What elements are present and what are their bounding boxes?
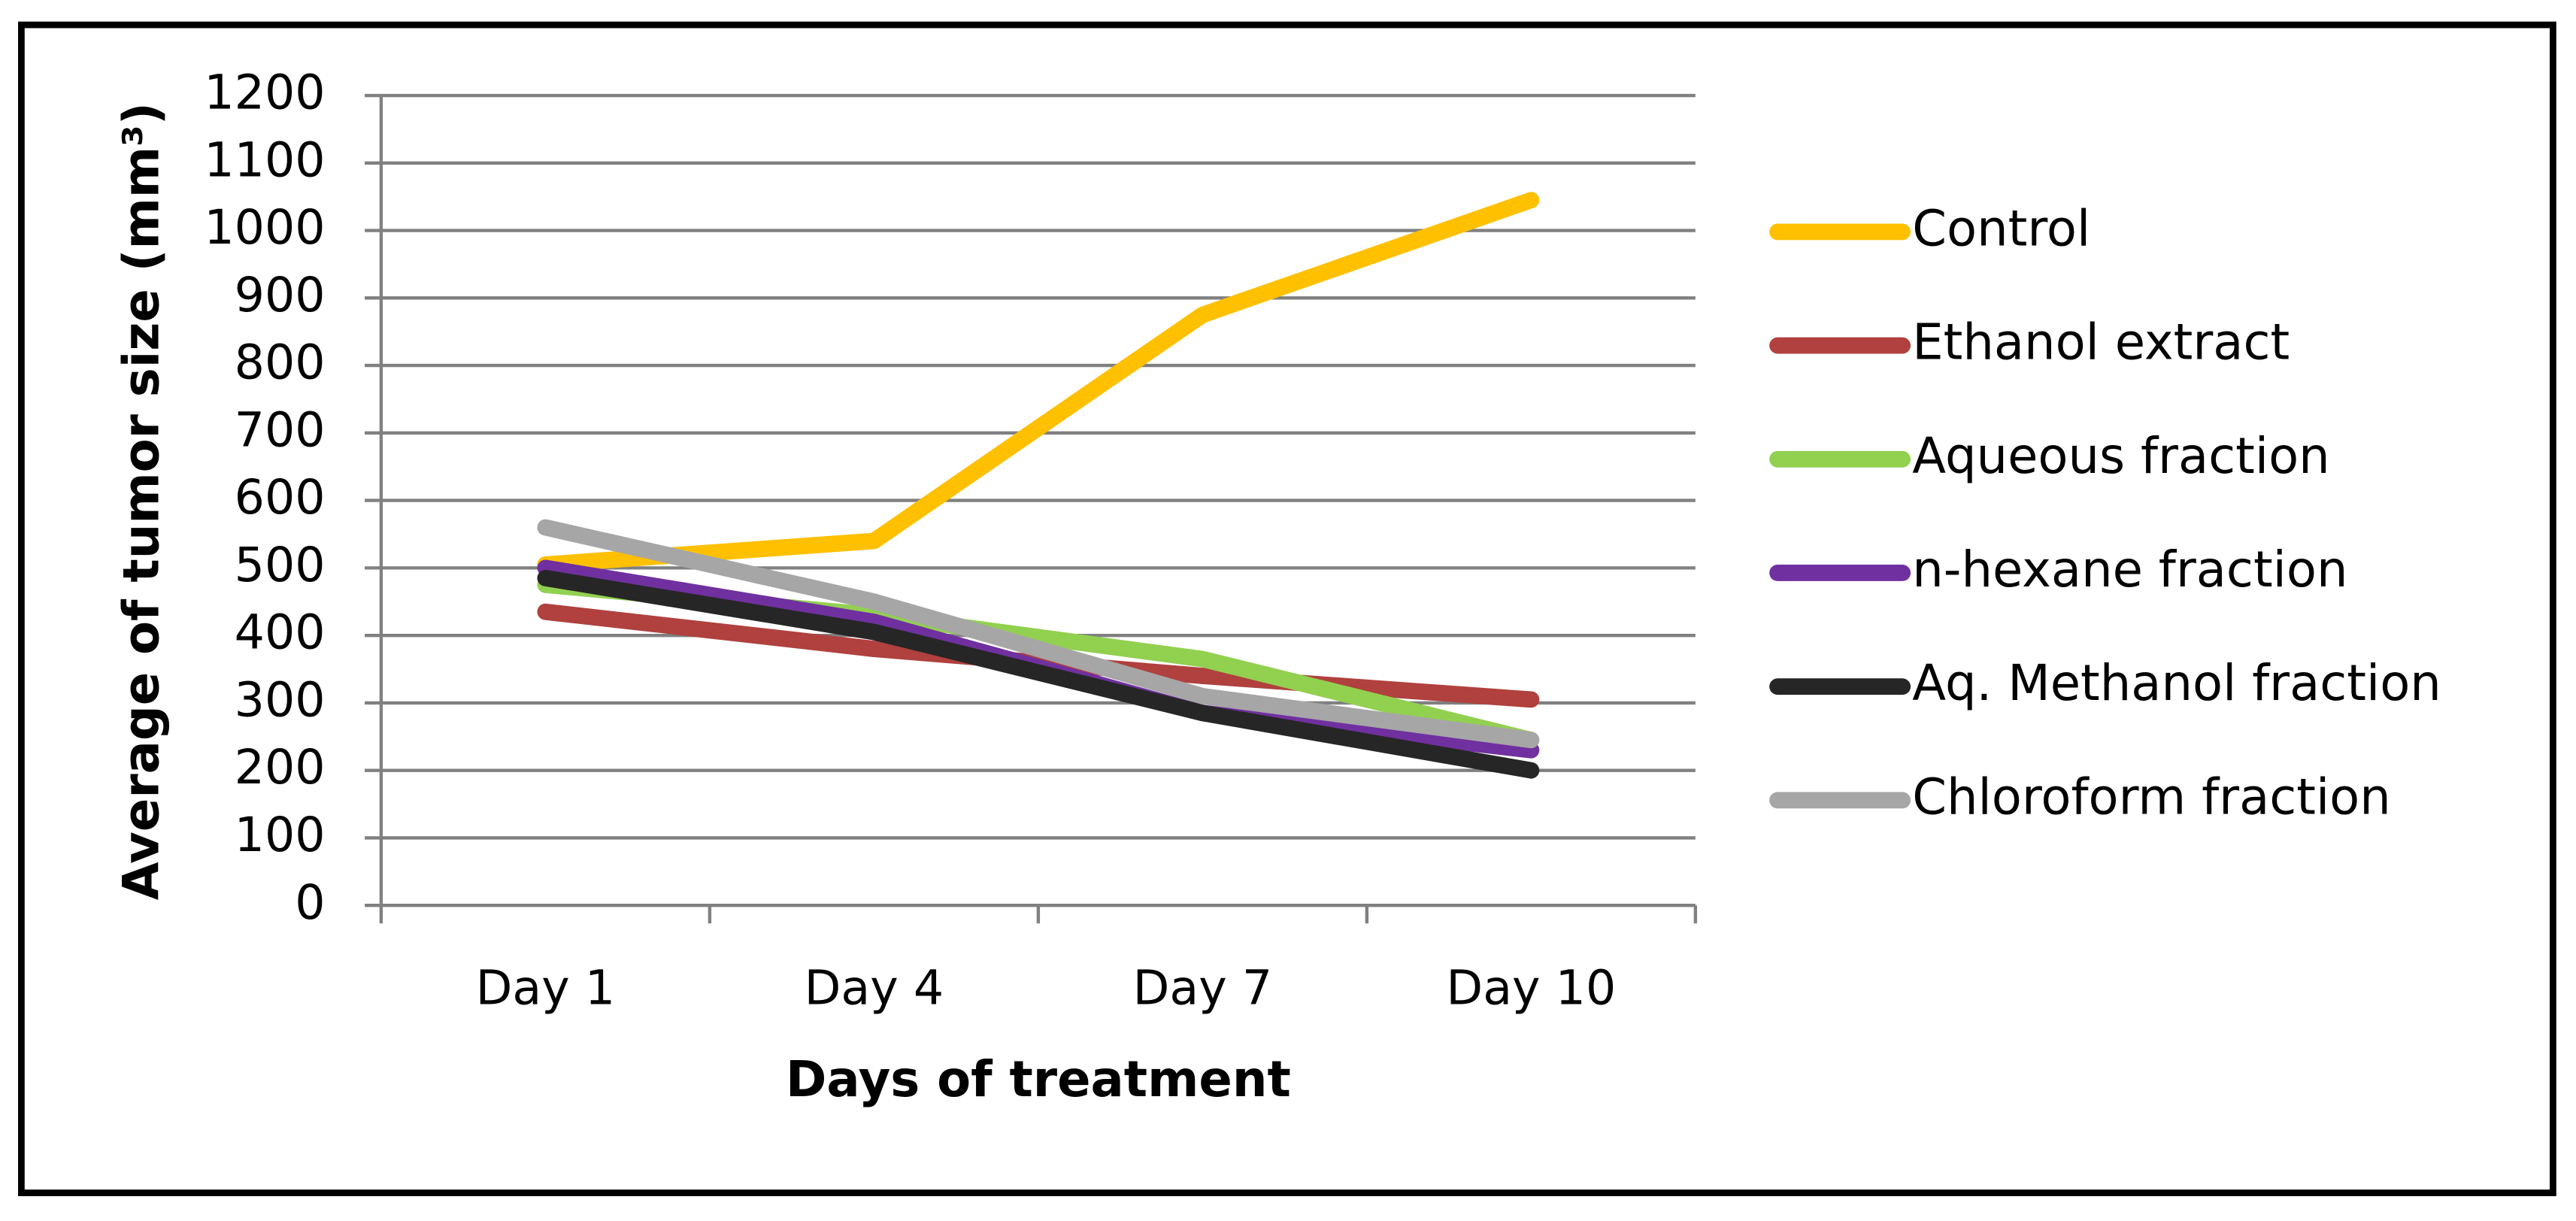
y-tick-label: 1200 bbox=[204, 65, 325, 120]
y-tick-label: 200 bbox=[235, 739, 326, 795]
series-line bbox=[537, 519, 1540, 749]
y-tick-label: 900 bbox=[235, 267, 326, 323]
x-tick-label: Day 4 bbox=[805, 959, 944, 1015]
y-tick-label: 800 bbox=[235, 335, 326, 390]
x-tick-label: Day 1 bbox=[476, 959, 616, 1015]
y-axis-title: Average of tumor size (mm³) bbox=[113, 102, 170, 900]
y-tick-label: 700 bbox=[235, 401, 326, 457]
legend-label: n-hexane fraction bbox=[1912, 541, 2347, 598]
frame bbox=[18, 21, 2556, 1196]
y-tick-label: 500 bbox=[235, 537, 326, 592]
y-tick-label: 0 bbox=[295, 874, 325, 930]
y-tick-label: 1100 bbox=[204, 132, 325, 187]
x-tick-label: Day 10 bbox=[1446, 959, 1616, 1015]
series-line bbox=[537, 569, 1540, 779]
series-line bbox=[537, 192, 1540, 573]
x-axis-title: Days of treatment bbox=[786, 1051, 1291, 1108]
legend-label: Ethanol extract bbox=[1912, 314, 2290, 371]
x-tick-label: Day 7 bbox=[1133, 959, 1273, 1015]
y-tick-label: 100 bbox=[235, 807, 326, 862]
y-tick-label: 400 bbox=[235, 604, 326, 660]
y-tick-label: 300 bbox=[235, 671, 326, 727]
legend-label: Chloroform fraction bbox=[1912, 768, 2391, 826]
legend-label: Control bbox=[1912, 200, 2090, 257]
y-tick-label: 1000 bbox=[204, 199, 325, 255]
legend-label: Aqueous fraction bbox=[1912, 428, 2329, 485]
y-tick-label: 600 bbox=[235, 469, 326, 525]
legend-label: Aq. Methanol fraction bbox=[1912, 655, 2441, 712]
